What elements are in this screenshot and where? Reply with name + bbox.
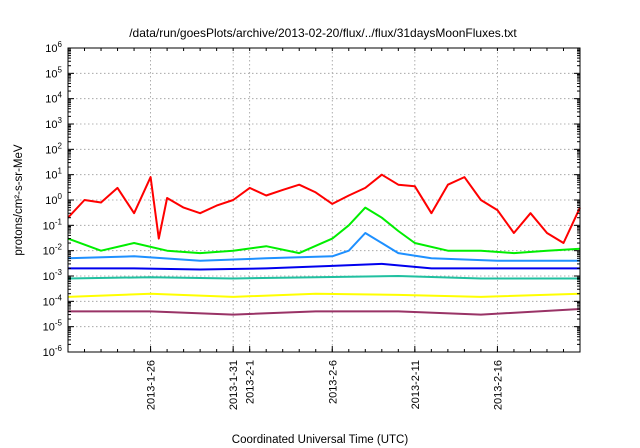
chart-title: /data/run/goesPlots/archive/2013-02-20/f… <box>129 26 517 40</box>
y-axis-label: protons/cm²-s-sr-MeV <box>13 144 25 256</box>
x-tick-label: 2013-2-11 <box>410 360 422 409</box>
x-tick-label: 2013-2-16 <box>492 360 504 410</box>
series-line <box>67 292 581 298</box>
x-axis-label: Coordinated Universal Time (UTC) <box>232 434 409 446</box>
series-line <box>68 262 580 271</box>
x-tick-label: 2013-1-26 <box>146 360 158 410</box>
series-line <box>67 173 581 244</box>
series-line <box>68 308 581 316</box>
x-tick-label: 2013-2-1 <box>245 360 257 404</box>
x-tick-label: 2013-2-6 <box>327 360 339 404</box>
series-line <box>67 232 580 262</box>
series-group <box>67 173 581 316</box>
series-line <box>67 206 581 255</box>
grid <box>68 48 580 352</box>
x-tick-label: 2013-1-31 <box>228 360 240 410</box>
series-line <box>67 275 580 280</box>
